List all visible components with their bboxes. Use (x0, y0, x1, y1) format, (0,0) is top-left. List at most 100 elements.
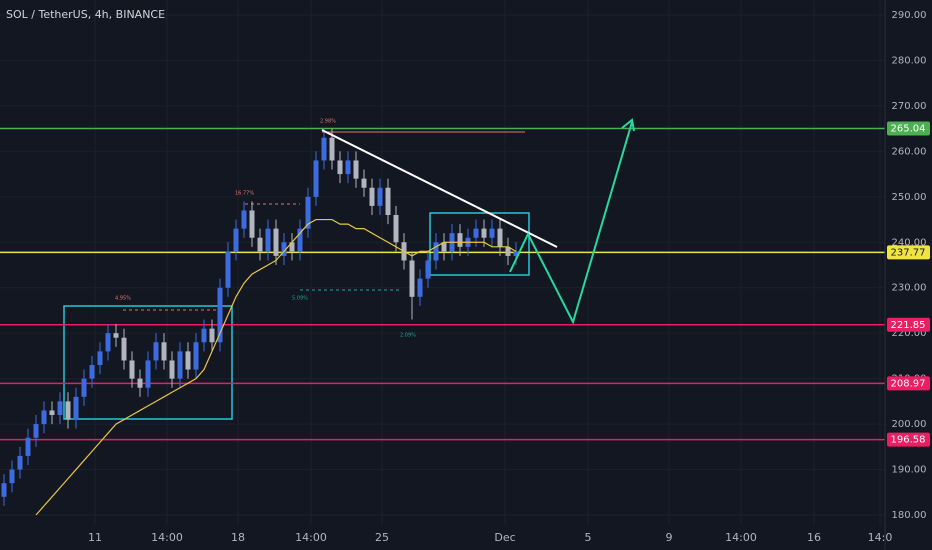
candle-body (129, 360, 135, 379)
x-tick-label: Dec (494, 531, 515, 544)
candle-body (17, 455, 23, 470)
annotation: 4.95% (115, 296, 131, 302)
x-tick-label: 11 (88, 531, 102, 544)
candle-body (393, 215, 399, 243)
projection-arrow (621, 118, 635, 132)
price-tag (887, 376, 930, 391)
x-tick-label: 14:00 (151, 531, 183, 544)
y-tick-label: 180.00 (892, 510, 927, 521)
candle-body (337, 160, 343, 175)
annotation: 16.77% (235, 191, 254, 197)
price-tag-label: 208.97 (891, 378, 926, 389)
candle-body (481, 228, 487, 238)
y-tick-label: 260.00 (892, 146, 927, 157)
y-tick-label: 280.00 (892, 55, 927, 66)
candle-body (121, 337, 127, 361)
candle-body (33, 424, 39, 438)
candle-body (217, 287, 223, 343)
axis: 180.00190.00200.00210.00220.00230.00240.… (88, 10, 930, 544)
range-box (429, 212, 530, 276)
y-tick-label: 290.00 (892, 10, 927, 21)
candle-body (185, 351, 191, 370)
candle-body (313, 160, 319, 197)
candle-body (265, 228, 271, 252)
candle-body (177, 351, 183, 379)
candle-body (249, 210, 255, 238)
x-tick-label: 16 (807, 531, 821, 544)
candle-body (137, 378, 143, 388)
candle-body (9, 469, 15, 484)
candle-body (225, 251, 231, 288)
candle-body (193, 342, 199, 370)
candle-body (273, 228, 279, 256)
candle-body (153, 342, 159, 361)
x-tick-label: 14:00 (725, 531, 757, 544)
candle-body (361, 178, 367, 188)
price-tag-label: 265.04 (891, 123, 926, 134)
price-tag (887, 121, 930, 136)
candle-body (497, 228, 503, 247)
range-box (63, 305, 233, 420)
candle-body (385, 187, 391, 215)
trendline (321, 129, 558, 248)
candle-body (425, 260, 431, 279)
candle-body (409, 260, 415, 297)
candle-body (145, 360, 151, 388)
price-tag (887, 432, 930, 447)
x-tick-label: 25 (375, 531, 389, 544)
candle-body (241, 210, 247, 229)
x-tick-label: 9 (666, 531, 673, 544)
annotation: 2.09% (400, 333, 416, 339)
candle-body (441, 242, 447, 252)
y-tick-label: 190.00 (892, 465, 927, 476)
moving-average (35, 218, 517, 516)
annotation: 2.98% (320, 119, 336, 125)
price-tag-label: 237.77 (891, 247, 926, 258)
candle-body (73, 396, 79, 420)
candle-body (209, 328, 215, 343)
candle-body (105, 333, 111, 352)
candle-body (369, 187, 375, 206)
candle-body (89, 365, 95, 379)
candle-body (113, 333, 119, 338)
candle-body (41, 410, 47, 425)
candle-body (433, 242, 439, 261)
candle-body (233, 228, 239, 252)
candle-body (329, 137, 335, 161)
candle-body (417, 278, 423, 297)
candle-body (25, 437, 31, 456)
candles (1, 128, 519, 516)
candle-body (297, 228, 303, 252)
levels (0, 127, 885, 441)
candle-body (281, 242, 287, 256)
candle-body (377, 187, 383, 206)
candle-body (65, 401, 71, 420)
candle-body (489, 228, 495, 238)
candle-body (473, 228, 479, 238)
candle-body (305, 196, 311, 229)
y-tick-label: 250.00 (892, 192, 927, 203)
projection (509, 121, 633, 325)
candle-body (457, 233, 463, 247)
price-tag (887, 317, 930, 332)
candle-body (345, 160, 351, 175)
y-tick-label: 220.00 (892, 328, 927, 339)
x-tick-label: 18 (231, 531, 245, 544)
candle-body (57, 401, 63, 415)
x-tick-label: 14:0 (868, 531, 893, 544)
grid (0, 0, 885, 525)
chart-title: SOL / TetherUS, 4h, BINANCE (6, 8, 165, 21)
candle-body (321, 137, 327, 161)
x-tick-label: 14:00 (295, 531, 327, 544)
candle-body (513, 251, 519, 256)
price-tag-label: 196.58 (891, 435, 926, 446)
candle-body (353, 160, 359, 179)
annotation: 5.09% (292, 296, 308, 302)
candle-body (201, 328, 207, 343)
candle-body (289, 242, 295, 252)
x-tick-label: 5 (585, 531, 592, 544)
candle-body (161, 342, 167, 361)
y-tick-label: 200.00 (892, 419, 927, 430)
y-tick-label: 240.00 (892, 237, 927, 248)
